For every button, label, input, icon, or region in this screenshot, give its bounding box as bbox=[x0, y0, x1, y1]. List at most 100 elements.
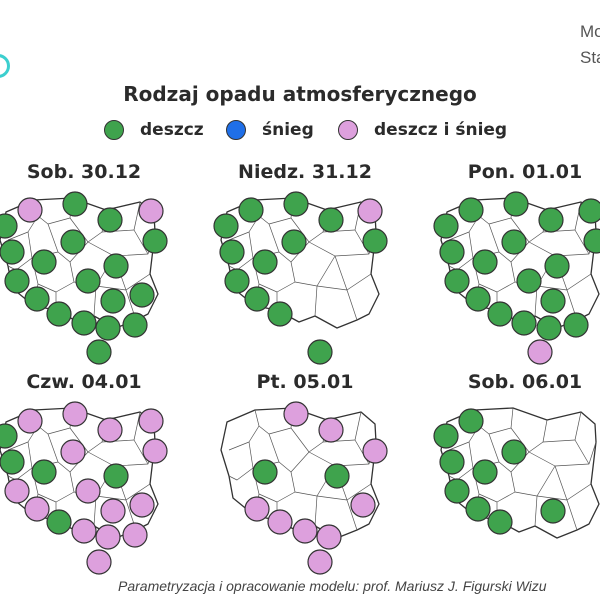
station-marker-p2-6 bbox=[213, 213, 239, 239]
station-marker-p6-4 bbox=[472, 459, 498, 485]
station-marker-p6-9 bbox=[540, 498, 566, 524]
station-marker-p3-6 bbox=[433, 213, 459, 239]
station-marker-p4-16 bbox=[46, 509, 72, 535]
station-marker-p4-6 bbox=[0, 423, 18, 449]
station-marker-p4-1 bbox=[17, 408, 43, 434]
legend-item-mixed: deszcz i śnieg bbox=[338, 120, 507, 140]
station-marker-p2-13 bbox=[307, 339, 333, 365]
station-marker-p3-3 bbox=[538, 207, 564, 233]
station-marker-p2-12 bbox=[267, 301, 293, 327]
station-marker-p4-19 bbox=[122, 522, 148, 548]
station-marker-p6-2 bbox=[433, 423, 459, 449]
panel-title-3: Pon. 01.01 bbox=[467, 161, 583, 183]
station-marker-p6-3 bbox=[439, 449, 465, 475]
station-marker-p5-4 bbox=[252, 459, 278, 485]
station-marker-p2-7 bbox=[219, 239, 245, 265]
station-marker-p1-10 bbox=[103, 253, 129, 279]
station-marker-p3-19 bbox=[527, 339, 553, 365]
station-marker-p3-16 bbox=[511, 310, 537, 336]
legend: deszcz śnieg deszcz i śnieg bbox=[0, 120, 600, 150]
station-marker-p3-18 bbox=[563, 312, 589, 338]
station-marker-p6-8 bbox=[487, 509, 513, 535]
corner-text-line2: Sta bbox=[580, 48, 600, 67]
station-marker-p5-11 bbox=[307, 549, 333, 575]
station-marker-p4-12 bbox=[75, 478, 101, 504]
station-marker-p4-8 bbox=[60, 439, 86, 465]
station-marker-p4-2 bbox=[62, 401, 88, 427]
panel-title-1: Sob. 30.12 bbox=[26, 161, 142, 183]
station-marker-p2-5 bbox=[362, 228, 388, 254]
panel-title-2: Niedz. 31.12 bbox=[238, 161, 372, 183]
station-marker-p1-3 bbox=[97, 207, 123, 233]
legend-rain-dot-icon bbox=[104, 120, 124, 140]
station-marker-p4-9 bbox=[31, 459, 57, 485]
station-marker-p3-12 bbox=[516, 268, 542, 294]
station-marker-p4-17 bbox=[71, 518, 97, 544]
station-marker-p5-5 bbox=[324, 463, 350, 489]
station-marker-p1-4 bbox=[138, 198, 164, 224]
station-marker-p3-10 bbox=[544, 253, 570, 279]
station-marker-p5-6 bbox=[350, 492, 376, 518]
station-marker-p1-14 bbox=[24, 286, 50, 312]
station-marker-p4-13 bbox=[129, 492, 155, 518]
corner-text-line1: Mo bbox=[580, 22, 600, 41]
station-marker-p2-10 bbox=[224, 268, 250, 294]
station-marker-p1-13 bbox=[129, 282, 155, 308]
station-marker-p4-15 bbox=[100, 498, 126, 524]
station-marker-p3-11 bbox=[444, 268, 470, 294]
station-marker-p5-2 bbox=[318, 417, 344, 443]
station-marker-p5-8 bbox=[267, 509, 293, 535]
station-marker-p5-7 bbox=[244, 496, 270, 522]
station-marker-p6-1 bbox=[458, 408, 484, 434]
station-marker-p3-15 bbox=[487, 301, 513, 327]
station-marker-p5-1 bbox=[283, 401, 309, 427]
station-marker-p1-11 bbox=[4, 268, 30, 294]
station-marker-p1-16 bbox=[46, 301, 72, 327]
station-marker-p2-9 bbox=[252, 249, 278, 275]
page-title: Rodzaj opadu atmosferycznego bbox=[123, 82, 477, 106]
station-marker-p1-17 bbox=[71, 310, 97, 336]
legend-snow-dot-icon bbox=[226, 120, 246, 140]
station-marker-p4-7 bbox=[0, 449, 25, 475]
station-marker-p5-9 bbox=[292, 518, 318, 544]
footer-credit: Parametryzacja i opracowanie modelu: pro… bbox=[118, 578, 547, 594]
station-marker-p1-20 bbox=[86, 339, 112, 365]
panel-title-5: Pt. 05.01 bbox=[256, 371, 354, 393]
legend-mixed-dot-icon bbox=[338, 120, 358, 140]
station-marker-p1-7 bbox=[0, 239, 25, 265]
station-marker-p4-11 bbox=[4, 478, 30, 504]
station-marker-p2-4 bbox=[357, 198, 383, 224]
legend-item-rain: deszcz bbox=[104, 120, 204, 140]
station-marker-p3-7 bbox=[439, 239, 465, 265]
station-marker-p1-19 bbox=[122, 312, 148, 338]
station-marker-p6-6 bbox=[444, 478, 470, 504]
station-marker-p5-10 bbox=[316, 524, 342, 550]
station-marker-p1-18 bbox=[95, 315, 121, 341]
station-marker-p5-3 bbox=[362, 438, 388, 464]
station-marker-p1-15 bbox=[100, 288, 126, 314]
station-marker-p4-3 bbox=[97, 417, 123, 443]
station-marker-p3-13 bbox=[465, 286, 491, 312]
station-marker-p2-1 bbox=[238, 197, 264, 223]
station-marker-p3-17 bbox=[536, 315, 562, 341]
station-marker-p2-8 bbox=[281, 229, 307, 255]
station-marker-p4-18 bbox=[95, 524, 121, 550]
station-marker-p1-1 bbox=[17, 197, 43, 223]
station-marker-p4-20 bbox=[86, 549, 112, 575]
panel-title-4: Czw. 04.01 bbox=[26, 371, 142, 393]
station-marker-p3-14 bbox=[540, 288, 566, 314]
legend-snow-label: śnieg bbox=[262, 120, 314, 140]
station-marker-p2-3 bbox=[318, 207, 344, 233]
station-marker-p4-5 bbox=[142, 438, 168, 464]
station-marker-p1-5 bbox=[142, 228, 168, 254]
station-marker-p3-9 bbox=[472, 249, 498, 275]
station-marker-p3-1 bbox=[458, 197, 484, 223]
legend-rain-label: deszcz bbox=[140, 120, 204, 140]
station-marker-p4-10 bbox=[103, 463, 129, 489]
station-marker-p3-8 bbox=[501, 229, 527, 255]
station-marker-p6-7 bbox=[465, 496, 491, 522]
station-marker-p6-5 bbox=[501, 439, 527, 465]
poland-map-5 bbox=[220, 407, 380, 539]
legend-item-snow: śnieg bbox=[226, 120, 314, 140]
